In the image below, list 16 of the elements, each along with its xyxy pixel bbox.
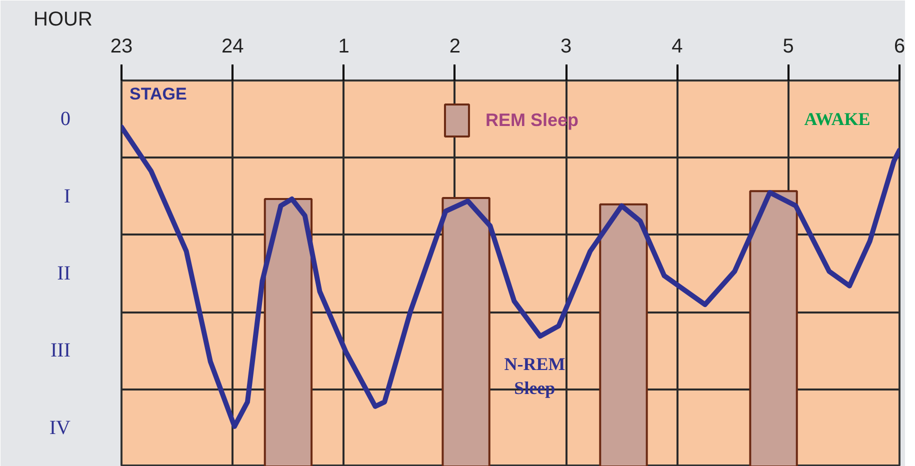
y-axis-title: STAGE: [130, 84, 187, 104]
text: IV: [49, 416, 72, 439]
x-tick-label: 5: [782, 36, 794, 58]
x-tick-label: 3: [560, 36, 572, 58]
x-tick-label: 4: [672, 36, 683, 58]
x-tick-label: 1: [338, 36, 350, 58]
text: 0: [60, 108, 70, 130]
text: II: [57, 262, 71, 284]
text: I: [64, 185, 71, 208]
x-tick-label: 6: [894, 36, 906, 58]
text: III: [50, 340, 71, 362]
x-axis-title: HOUR: [34, 8, 92, 30]
x-tick-label: 23: [110, 36, 133, 58]
x-tick-label: 24: [222, 36, 244, 58]
x-tick-label: 2: [449, 36, 460, 58]
annotation: AWAKE: [804, 109, 870, 130]
